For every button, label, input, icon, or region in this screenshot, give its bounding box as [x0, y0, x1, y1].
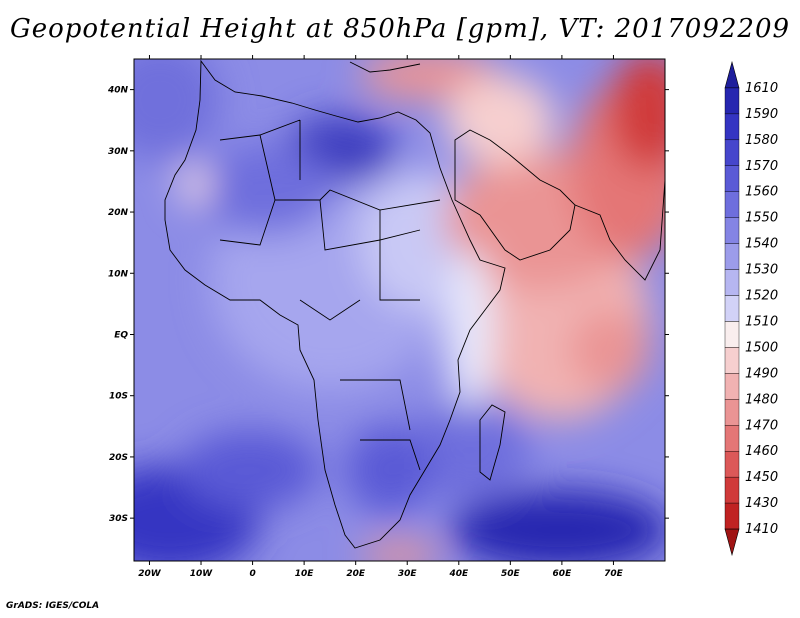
colorbar-label: 1410 — [745, 522, 778, 537]
colorbar-label: 1520 — [745, 289, 778, 304]
colorbar-cap-bottom — [724, 528, 740, 557]
grads-credit: GrADS: IGES/COLA — [6, 601, 100, 611]
colorbar-cell — [724, 347, 740, 374]
colorbar-cell — [724, 321, 740, 348]
colorbar-label: 1490 — [745, 366, 778, 381]
lon-tick-label: 70E — [604, 569, 624, 579]
lat-tick-label: EQ — [114, 330, 128, 340]
colorbar-cell — [724, 191, 740, 218]
colorbar-cell — [724, 476, 740, 504]
colorbar-label: 1510 — [745, 314, 778, 329]
lat-tick-label: 40N — [107, 86, 129, 96]
lon-tick-label: 30E — [398, 569, 418, 579]
colorbar-label: 1460 — [745, 444, 778, 459]
lon-tick-label: 20E — [346, 569, 366, 579]
lat-tick-label: 10S — [109, 392, 128, 402]
colorbar-label: 1530 — [745, 263, 778, 278]
colorbar-label: 1480 — [745, 392, 778, 407]
colorbar-label: 1590 — [745, 107, 778, 122]
colorbar-cell — [724, 399, 740, 426]
lat-tick-label: 20S — [109, 453, 128, 463]
colorbar-cell — [724, 243, 740, 270]
colorbar-cell — [724, 502, 740, 530]
colorbar-cell — [724, 295, 740, 322]
colorbar-cell — [724, 269, 740, 296]
map-frame — [133, 58, 666, 562]
lon-tick-label: 40E — [448, 569, 469, 579]
lat-tick-label: 30N — [108, 147, 129, 157]
colorbar-label: 1430 — [745, 496, 778, 511]
lon-tick-label: 10E — [295, 569, 315, 579]
axis-ticks: 40N 30N 20N 10N EQ 10S 20S 30S 20W 10W 0 10E 20E 30E 4… — [107, 55, 669, 579]
colorbar-cell — [724, 373, 740, 400]
lat-tick-label: 30S — [109, 514, 128, 524]
colorbar-label: 1570 — [745, 159, 778, 174]
colorbar-cell — [724, 113, 740, 141]
lat-tick-label: 20N — [108, 208, 129, 218]
lon-tick-label: 60E — [553, 569, 573, 579]
colorbar-label: 1450 — [745, 470, 778, 485]
colorbar-label: 1540 — [745, 237, 778, 252]
colorbar-label: 1610 — [745, 81, 778, 96]
colorbar-cell — [724, 425, 740, 452]
colorbar-cell — [724, 87, 740, 115]
lon-tick-label: 10W — [190, 569, 214, 579]
chart-title: Geopotential Height at 850hPa [gpm], VT:… — [9, 14, 791, 44]
lon-tick-label: 50E — [501, 569, 521, 579]
colorbar-cap-top — [724, 60, 740, 89]
colorbar: 1610 1590 1580 1570 1560 1550 1540 1530 1520 1510… — [724, 60, 778, 557]
colorbar-cell — [724, 139, 740, 166]
colorbar-label: 1500 — [745, 340, 778, 355]
lon-tick-label: 20W — [138, 569, 162, 579]
lat-tick-label: 10N — [108, 269, 129, 279]
colorbar-label: 1550 — [745, 211, 778, 226]
colorbar-label: 1560 — [745, 185, 778, 200]
colorbar-cell — [724, 451, 740, 478]
colorbar-label: 1470 — [745, 418, 778, 433]
colorbar-cell — [724, 217, 740, 244]
lon-tick-label: 0 — [249, 569, 255, 579]
colorbar-label: 1580 — [745, 133, 778, 148]
colorbar-cell — [724, 165, 740, 192]
height-field — [134, 59, 665, 561]
coastlines — [164, 59, 665, 549]
